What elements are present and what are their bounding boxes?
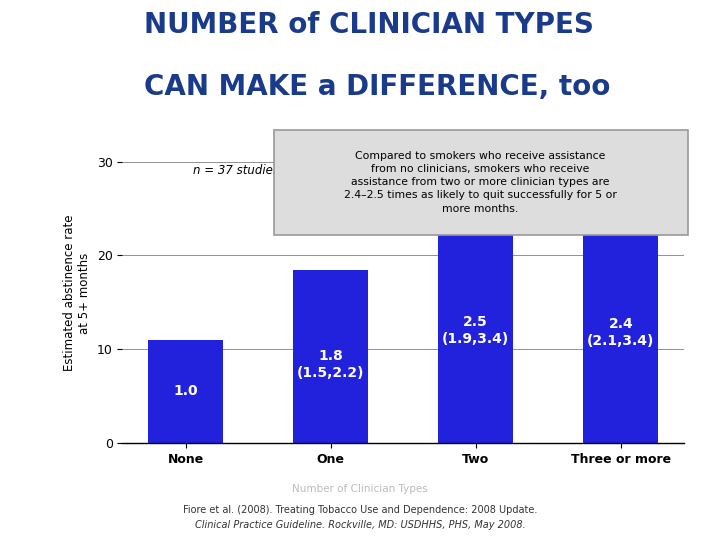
Text: CAN MAKE a DIFFERENCE, too: CAN MAKE a DIFFERENCE, too xyxy=(144,72,611,100)
Text: Compared to smokers who receive assistance
from no clinicians, smokers who recei: Compared to smokers who receive assistan… xyxy=(344,151,617,214)
Text: 2.5
(1.9,3.4): 2.5 (1.9,3.4) xyxy=(442,315,509,346)
Bar xyxy=(583,222,659,443)
Bar xyxy=(438,218,513,443)
Text: 2.4
(2.1,3.4): 2.4 (2.1,3.4) xyxy=(587,317,654,348)
Text: n = 37 studies: n = 37 studies xyxy=(193,164,279,177)
Text: 1.0: 1.0 xyxy=(174,384,198,399)
Text: NUMBER of CLINICIAN TYPES: NUMBER of CLINICIAN TYPES xyxy=(144,11,594,39)
Text: Number of Clinician Types: Number of Clinician Types xyxy=(292,484,428,494)
FancyBboxPatch shape xyxy=(274,130,688,235)
Bar xyxy=(148,340,223,443)
Text: Clinical Practice Guideline. Rockville, MD: USDHHS, PHS, May 2008.: Clinical Practice Guideline. Rockville, … xyxy=(194,520,526,530)
Bar xyxy=(293,269,369,443)
Text: 1.8
(1.5,2.2): 1.8 (1.5,2.2) xyxy=(297,349,364,381)
Y-axis label: Estimated abstinence rate
at 5+ months: Estimated abstinence rate at 5+ months xyxy=(63,215,91,371)
Text: Fiore et al. (2008). Treating Tobacco Use and Dependence: 2008 Update.: Fiore et al. (2008). Treating Tobacco Us… xyxy=(183,505,537,515)
